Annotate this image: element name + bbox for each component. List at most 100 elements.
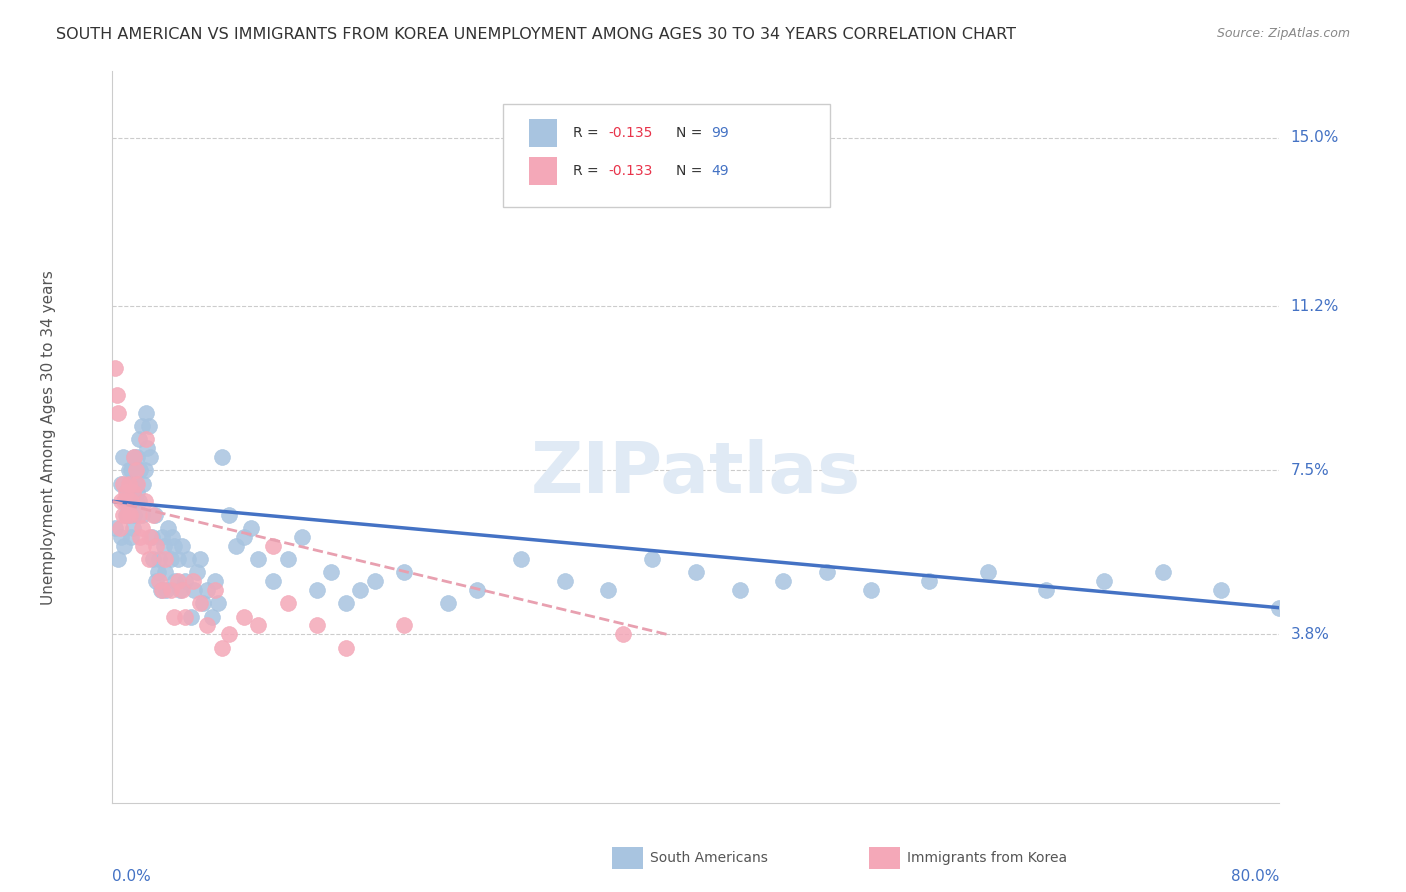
Point — [117, 476, 139, 491]
Point — [772, 574, 794, 589]
Text: 3.8%: 3.8% — [1291, 627, 1330, 642]
Point — [364, 574, 387, 589]
Point — [139, 450, 162, 464]
Point — [120, 530, 142, 544]
Point — [134, 463, 156, 477]
Point — [174, 574, 197, 589]
Point — [150, 530, 173, 544]
Point — [131, 521, 153, 535]
Point — [167, 552, 190, 566]
Point — [115, 485, 138, 500]
Point — [188, 596, 211, 610]
Point — [181, 574, 204, 589]
Text: ZIPatlas: ZIPatlas — [531, 439, 860, 508]
Point — [860, 582, 883, 597]
Point — [394, 566, 416, 580]
Point — [160, 552, 183, 566]
Point — [612, 627, 634, 641]
Point — [132, 476, 155, 491]
Point — [129, 530, 152, 544]
Text: Unemployment Among Ages 30 to 34 years: Unemployment Among Ages 30 to 34 years — [41, 269, 56, 605]
Point — [465, 582, 488, 597]
Point — [135, 406, 157, 420]
Point — [598, 582, 620, 597]
Text: 0.0%: 0.0% — [112, 870, 152, 884]
Point — [305, 582, 328, 597]
Point — [155, 582, 177, 597]
Point — [247, 552, 270, 566]
Point — [107, 406, 129, 420]
Point — [110, 476, 132, 491]
Text: R =: R = — [574, 126, 603, 140]
Point — [122, 485, 145, 500]
Text: -0.135: -0.135 — [609, 126, 652, 140]
Point — [247, 618, 270, 632]
Point — [201, 609, 224, 624]
Point — [117, 508, 139, 522]
Text: 80.0%: 80.0% — [1232, 870, 1279, 884]
Point — [129, 463, 152, 477]
Point — [145, 539, 167, 553]
Point — [142, 508, 165, 522]
Point — [156, 521, 179, 535]
Point — [172, 582, 194, 597]
Point — [165, 574, 187, 589]
Point — [207, 596, 229, 610]
Text: Source: ZipAtlas.com: Source: ZipAtlas.com — [1216, 27, 1350, 40]
Point — [120, 494, 142, 508]
Point — [131, 419, 153, 434]
Point — [232, 530, 254, 544]
Point — [114, 508, 136, 522]
Point — [104, 361, 127, 376]
Point — [191, 596, 214, 610]
Point — [276, 596, 298, 610]
Point — [240, 521, 263, 535]
Point — [163, 539, 186, 553]
Point — [225, 539, 247, 553]
Point — [125, 463, 148, 477]
Point — [115, 494, 138, 508]
Point — [305, 618, 328, 632]
Point — [138, 419, 160, 434]
Point — [114, 485, 136, 500]
Point — [167, 574, 190, 589]
Point — [554, 574, 576, 589]
Point — [276, 552, 298, 566]
Text: 49: 49 — [711, 164, 728, 178]
Point — [118, 508, 141, 522]
Point — [321, 566, 343, 580]
Point — [128, 432, 150, 446]
Text: 11.2%: 11.2% — [1291, 299, 1339, 314]
Point — [143, 508, 166, 522]
Point — [120, 494, 142, 508]
Point — [148, 552, 170, 566]
Point — [188, 552, 211, 566]
Point — [146, 566, 169, 580]
Point — [117, 463, 139, 477]
Point — [128, 508, 150, 522]
Point — [204, 582, 226, 597]
Point — [335, 596, 357, 610]
Text: South Americans: South Americans — [650, 851, 768, 865]
Point — [135, 432, 157, 446]
Point — [152, 539, 174, 553]
Point — [174, 609, 197, 624]
Point — [131, 508, 153, 522]
Point — [115, 508, 138, 522]
Text: SOUTH AMERICAN VS IMMIGRANTS FROM KOREA UNEMPLOYMENT AMONG AGES 30 TO 34 YEARS C: SOUTH AMERICAN VS IMMIGRANTS FROM KOREA … — [56, 27, 1017, 42]
Point — [112, 494, 135, 508]
Point — [180, 609, 202, 624]
Point — [104, 521, 127, 535]
Text: Immigrants from Korea: Immigrants from Korea — [907, 851, 1067, 865]
Point — [195, 582, 218, 597]
FancyBboxPatch shape — [529, 119, 557, 146]
Point — [211, 640, 233, 655]
Point — [124, 508, 146, 522]
Point — [349, 582, 371, 597]
Point — [108, 521, 131, 535]
Point — [815, 566, 838, 580]
Point — [111, 476, 134, 491]
Text: N =: N = — [676, 164, 707, 178]
Point — [976, 566, 998, 580]
Point — [127, 450, 149, 464]
